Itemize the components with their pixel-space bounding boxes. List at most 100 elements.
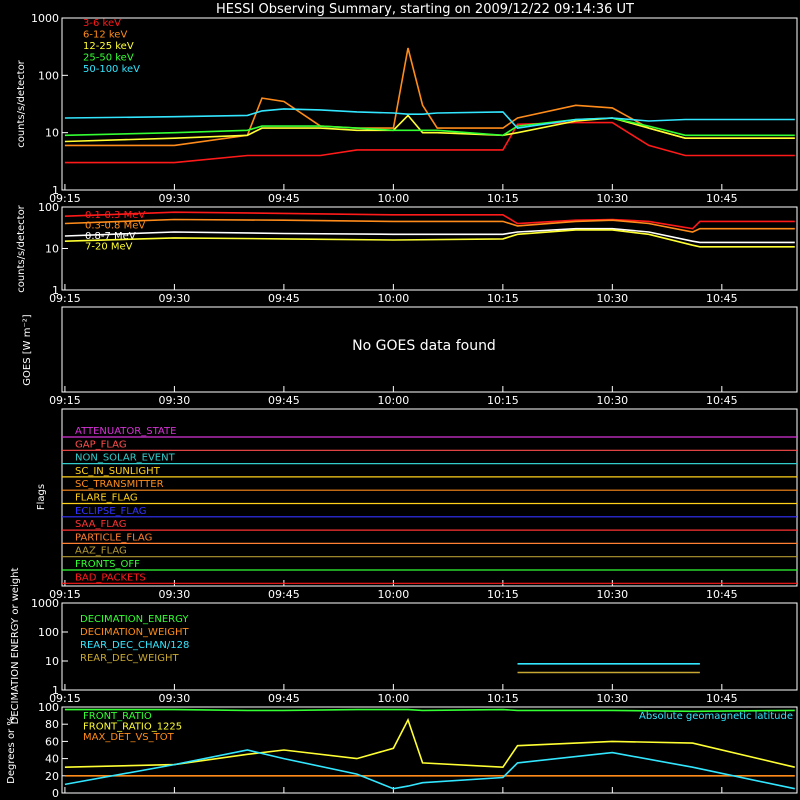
time-tick-label: 10:00 bbox=[378, 394, 410, 407]
time-tick-label: 10:00 bbox=[378, 692, 410, 705]
time-tick-label: 10:30 bbox=[596, 292, 628, 305]
legend-entry: 0.8-7 MeV bbox=[85, 231, 136, 242]
time-tick-label: 09:30 bbox=[159, 692, 191, 705]
legend-entry: 7-20 MeV bbox=[85, 242, 133, 253]
legend-entry: REAR_DEC_CHAN/128 bbox=[80, 640, 189, 651]
misc-panel-frame bbox=[61, 706, 798, 794]
series-line bbox=[64, 108, 795, 129]
goes-ylabel: GOES [W m⁻²] bbox=[22, 314, 33, 385]
y-tick-label: 100 bbox=[38, 701, 59, 714]
series-line bbox=[64, 749, 795, 790]
flag-label: SAA_FLAG bbox=[75, 519, 126, 530]
series-line bbox=[64, 121, 795, 164]
legend-entry: DECIMATION_WEIGHT bbox=[80, 627, 189, 638]
flag-label: SC_TRANSMITTER bbox=[75, 479, 164, 490]
flag-label: ECLIPSE_FLAG bbox=[75, 506, 146, 517]
y-tick-label: 10 bbox=[45, 655, 59, 668]
legend-entry: 12-25 keV bbox=[83, 41, 134, 52]
chart-title: HESSI Observing Summary, starting on 200… bbox=[216, 2, 634, 17]
time-tick-label: 10:15 bbox=[487, 394, 519, 407]
time-tick-label: 09:30 bbox=[159, 394, 191, 407]
time-tick-label: 09:45 bbox=[268, 394, 300, 407]
legend-entry: MAX_DET_VS_TOT bbox=[83, 732, 175, 743]
series-line bbox=[64, 717, 795, 769]
time-tick-label: 10:45 bbox=[706, 192, 738, 205]
series-line bbox=[64, 114, 795, 143]
time-tick-label: 10:45 bbox=[706, 588, 738, 601]
y-tick-label: 10 bbox=[45, 127, 59, 140]
flag-label: FRONTS_OFF bbox=[75, 559, 140, 570]
flag-label: NON_SOLAR_EVENT bbox=[75, 453, 176, 464]
flag-label: SC_IN_SUNLIGHT bbox=[75, 466, 161, 477]
time-tick-label: 09:45 bbox=[268, 692, 300, 705]
legend-entry: 0.1-0.3 MeV bbox=[85, 210, 145, 221]
y-tick-label: 1000 bbox=[31, 597, 59, 610]
y-tick-label: 40 bbox=[45, 753, 59, 766]
time-tick-label: 09:45 bbox=[268, 292, 300, 305]
series-line bbox=[64, 211, 795, 230]
legend-entry: 0.3-0.8 MeV bbox=[85, 221, 145, 232]
legend-entry: 3-6 keV bbox=[83, 18, 121, 29]
time-tick-label: 10:00 bbox=[378, 192, 410, 205]
time-tick-label: 09:15 bbox=[49, 588, 81, 601]
y-tick-label: 0 bbox=[52, 787, 59, 800]
lc1-ylabel: counts/s/detector bbox=[16, 59, 27, 147]
misc-ylabel: Degrees or % bbox=[6, 716, 17, 784]
y-tick-label: 1000 bbox=[31, 12, 59, 25]
time-tick-label: 09:45 bbox=[268, 588, 300, 601]
time-tick-label: 10:00 bbox=[378, 588, 410, 601]
legend-entry: 25-50 keV bbox=[83, 53, 134, 64]
flag-label: PARTICLE_FLAG bbox=[75, 532, 152, 543]
time-tick-label: 10:45 bbox=[706, 292, 738, 305]
y-tick-label: 1 bbox=[52, 284, 59, 297]
y-tick-label: 1 bbox=[52, 184, 59, 197]
time-tick-label: 09:15 bbox=[49, 394, 81, 407]
series-line bbox=[64, 708, 795, 713]
time-tick-label: 10:15 bbox=[487, 292, 519, 305]
legend-entry: 6-12 keV bbox=[83, 30, 127, 41]
y-tick-label: 80 bbox=[45, 718, 59, 731]
time-tick-label: 10:30 bbox=[596, 394, 628, 407]
time-tick-label: 10:15 bbox=[487, 692, 519, 705]
series-line bbox=[64, 229, 795, 248]
legend-entry: Absolute geomagnetic latitude bbox=[639, 711, 793, 722]
time-tick-label: 10:45 bbox=[706, 394, 738, 407]
time-tick-label: 10:00 bbox=[378, 292, 410, 305]
series-line bbox=[64, 227, 795, 244]
flag-label: FLARE_FLAG bbox=[75, 493, 138, 504]
y-tick-label: 1 bbox=[52, 684, 59, 697]
flag-label: BAD_PACKETS bbox=[75, 572, 146, 583]
y-tick-label: 20 bbox=[45, 770, 59, 783]
time-tick-label: 10:15 bbox=[487, 588, 519, 601]
time-tick-label: 10:30 bbox=[596, 692, 628, 705]
flag-label: ATTENUATOR_STATE bbox=[75, 426, 176, 437]
y-tick-label: 100 bbox=[38, 69, 59, 82]
decimation-panel-frame bbox=[61, 602, 798, 691]
flag-label: AAZ_FLAG bbox=[75, 546, 127, 557]
flag-label: GAP_FLAG bbox=[75, 439, 127, 450]
y-tick-label: 100 bbox=[38, 201, 59, 214]
time-tick-label: 09:30 bbox=[159, 292, 191, 305]
series-line bbox=[64, 218, 795, 233]
legend-entry: FRONT_RATIO bbox=[83, 711, 152, 722]
time-tick-label: 09:30 bbox=[159, 192, 191, 205]
time-tick-label: 10:30 bbox=[596, 192, 628, 205]
time-tick-label: 09:30 bbox=[159, 588, 191, 601]
legend-entry: REAR_DEC_WEIGHT bbox=[80, 653, 179, 664]
dec-ylabel: DECIMATION ENERGY or weight bbox=[10, 567, 21, 724]
series-line bbox=[64, 117, 795, 137]
y-tick-label: 100 bbox=[38, 626, 59, 639]
goes-panel-frame bbox=[61, 306, 798, 393]
flags-ylabel: Flags bbox=[36, 484, 47, 510]
time-tick-label: 09:15 bbox=[49, 292, 81, 305]
no-goes-message: No GOES data found bbox=[352, 338, 496, 354]
time-tick-label: 09:15 bbox=[49, 192, 81, 205]
y-tick-label: 10 bbox=[45, 243, 59, 256]
time-tick-label: 09:15 bbox=[49, 692, 81, 705]
y-tick-label: 60 bbox=[45, 735, 59, 748]
flags-panel-frame bbox=[61, 408, 798, 587]
legend-entry: FRONT_RATIO_1225 bbox=[83, 722, 182, 733]
legend-entry: 50-100 keV bbox=[83, 64, 140, 75]
time-tick-label: 10:15 bbox=[487, 192, 519, 205]
